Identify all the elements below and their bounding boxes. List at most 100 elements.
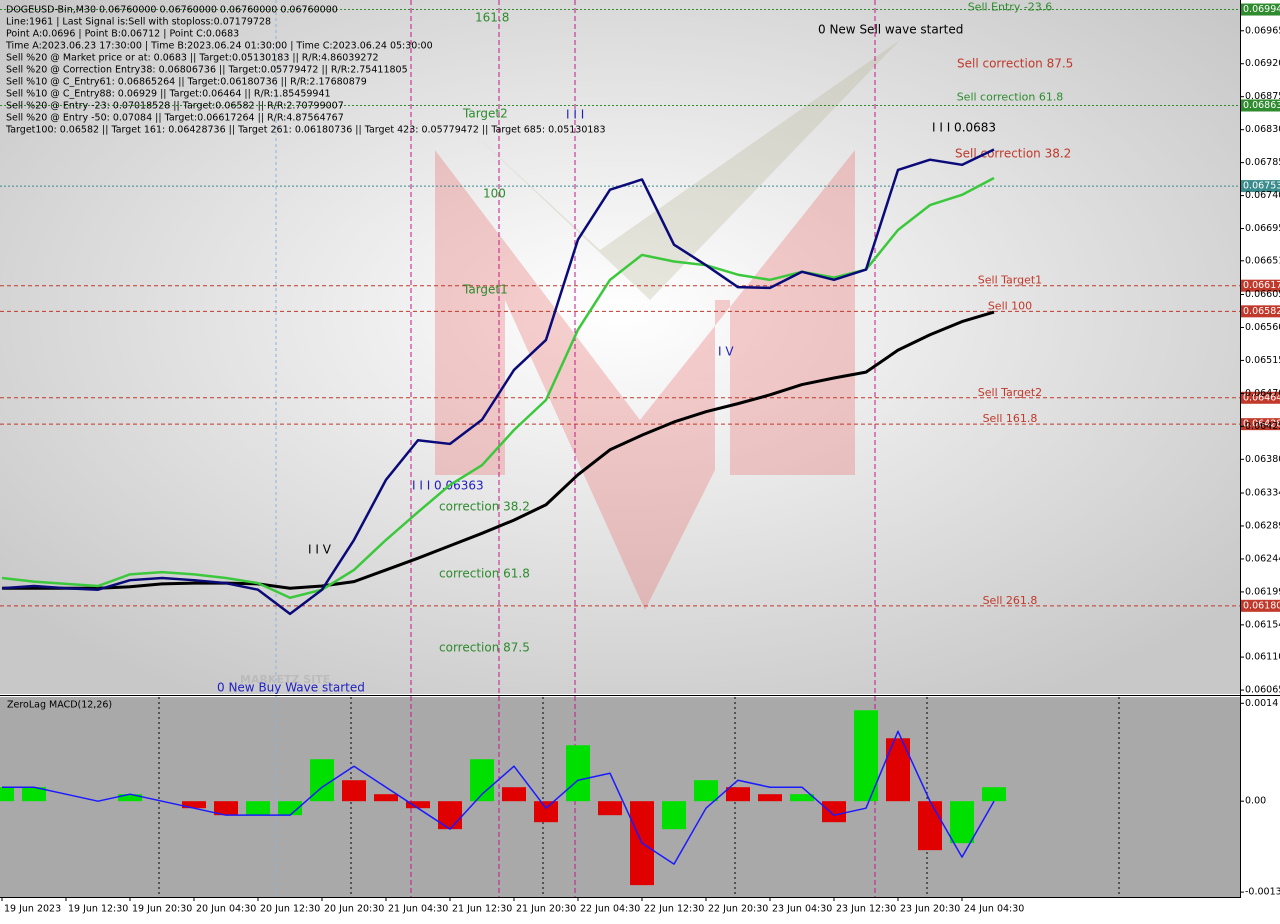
level-box bbox=[1241, 599, 1280, 612]
level-box bbox=[1241, 279, 1280, 292]
x-tick-label: 20 Jun 12:30 bbox=[260, 904, 320, 915]
price-line bbox=[2, 310, 995, 590]
level-value: 0.06464 bbox=[1243, 392, 1280, 403]
x-tick-label: 19 Jun 20:30 bbox=[132, 904, 192, 915]
x-tick-label: 19 Jun 12:30 bbox=[68, 904, 128, 915]
level-name: Sell 100 bbox=[988, 299, 1032, 312]
annotation: 0 New Sell wave started bbox=[818, 23, 963, 37]
y-tick-label: 0.06785 bbox=[1245, 157, 1280, 168]
watermark: MARKETZ SITE bbox=[240, 40, 900, 686]
x-tick-label: 23 Jun 12:30 bbox=[836, 904, 896, 915]
level-value: 0.06180 bbox=[1243, 600, 1280, 611]
info-line: Sell %10 @ C_Entry61: 0.06865264 || Targ… bbox=[6, 77, 367, 88]
info-block: DOGEUSD-Bin,M30 0.06760000 0.06760000 0.… bbox=[5, 5, 606, 136]
macd-bar bbox=[950, 801, 974, 844]
annotation: correction 38.2 bbox=[439, 500, 530, 514]
levels: 0.06994 Sell Entry -23.6 0.06863 Sell corre… bbox=[0, 1, 1280, 612]
annotation: I I V bbox=[308, 543, 332, 557]
level-value: 0.06994 bbox=[1243, 4, 1280, 15]
macd-bar bbox=[118, 794, 142, 802]
macd-panel bbox=[0, 697, 1240, 897]
macd-bar bbox=[982, 787, 1006, 802]
info-line: Sell %20 @ Correction Entry38: 0.0680673… bbox=[6, 65, 408, 76]
y-tick-label: 0.06651 bbox=[1245, 255, 1280, 266]
info-line: Time A:2023.06.23 17:30:00 | Time B:2023… bbox=[5, 41, 433, 52]
level-box bbox=[1241, 418, 1280, 431]
annotation: I I I bbox=[566, 108, 584, 122]
level-name: Sell correction 61.8 bbox=[957, 90, 1064, 103]
annotation: I I I 0.0683 bbox=[932, 121, 996, 135]
svg-text:MARKETZ SITE: MARKETZ SITE bbox=[240, 673, 330, 686]
macd-bar bbox=[662, 801, 686, 830]
level-name: Sell 161.8 bbox=[983, 412, 1038, 425]
y-tick-label: 0.06875 bbox=[1245, 91, 1280, 102]
level-value: 0.06617 bbox=[1243, 280, 1280, 291]
macd-bar bbox=[598, 801, 622, 816]
y-tick-label: 0.00 bbox=[1245, 796, 1266, 807]
macd-bar bbox=[438, 801, 462, 830]
level-box bbox=[1241, 180, 1280, 193]
annotation: 161.8 bbox=[475, 11, 509, 25]
price-axis bbox=[1240, 0, 1280, 920]
y-tick-label: 0.06199 bbox=[1245, 586, 1280, 597]
info-line: Sell %20 @ Entry -50: 0.07084 || Target:… bbox=[6, 113, 344, 124]
level-box bbox=[1241, 99, 1280, 112]
macd-bar bbox=[534, 801, 558, 823]
macd-bar bbox=[0, 787, 14, 802]
macd-bar bbox=[214, 801, 238, 816]
macd-bar bbox=[182, 801, 206, 809]
x-tick-label: 22 Jun 12:30 bbox=[644, 904, 704, 915]
macd-bar bbox=[566, 745, 590, 802]
y-tick-label: 0.06289 bbox=[1245, 520, 1280, 531]
level-name: Sell Target1 bbox=[978, 274, 1042, 287]
level-name: Sell 261.8 bbox=[983, 594, 1038, 607]
macd-bar bbox=[246, 801, 270, 816]
x-tick-label: 24 Jun 04:30 bbox=[964, 904, 1024, 915]
annotation: Target1 bbox=[462, 283, 508, 297]
y-tick-label: 0.06965 bbox=[1245, 25, 1280, 36]
info-line: Sell %20 @ Entry -23: 0.07018528 || Targ… bbox=[6, 101, 344, 112]
macd-title: ZeroLag MACD(12,26) bbox=[7, 700, 112, 711]
y-tick-label: 0.06515 bbox=[1245, 355, 1280, 366]
level-name: Sell Target2 bbox=[978, 386, 1042, 399]
signal-line bbox=[2, 730, 995, 865]
macd-bar bbox=[22, 787, 46, 802]
annotation: Sell correction 87.5 bbox=[957, 57, 1073, 71]
macd-bar bbox=[886, 738, 910, 802]
level-box bbox=[1241, 391, 1280, 404]
annotation: 0 New Buy Wave started bbox=[217, 681, 365, 695]
macd-bar bbox=[342, 780, 366, 802]
macd-bar bbox=[726, 787, 750, 802]
y-tick-label: 0.06695 bbox=[1245, 223, 1280, 234]
x-tick-label: 20 Jun 20:30 bbox=[324, 904, 384, 915]
level-value: 0.06428 bbox=[1243, 419, 1280, 430]
x-tick-label: 23 Jun 20:30 bbox=[900, 904, 960, 915]
x-tick-label: 21 Jun 04:30 bbox=[388, 904, 448, 915]
y-tick-label: 0.0014 bbox=[1245, 698, 1278, 709]
info-line: Target100: 0.06582 || Target 161: 0.0642… bbox=[5, 125, 606, 136]
y-tick-label: 0.06605 bbox=[1245, 289, 1280, 300]
info-line: Line:1961 | Last Signal is:Sell with sto… bbox=[6, 17, 271, 28]
annotation: correction 87.5 bbox=[439, 641, 530, 655]
x-tick-label: 23 Jun 04:30 bbox=[772, 904, 832, 915]
annotation: Sell correction 38.2 bbox=[955, 147, 1071, 161]
annotation: I V bbox=[718, 345, 734, 359]
macd-bar bbox=[918, 801, 942, 851]
macd-bar bbox=[694, 780, 718, 802]
level-value: 0.06753 bbox=[1243, 181, 1280, 192]
main-panel bbox=[0, 0, 1240, 694]
x-tick-label: 20 Jun 04:30 bbox=[196, 904, 256, 915]
price-line bbox=[1, 176, 995, 600]
annotation: Target2 bbox=[462, 107, 508, 121]
x-tick-label: 22 Jun 20:30 bbox=[708, 904, 768, 915]
info-line: Point A:0.0696 | Point B:0.06712 | Point… bbox=[6, 29, 239, 40]
y-tick-label: 0.06244 bbox=[1245, 553, 1280, 564]
x-tick-label: 22 Jun 04:30 bbox=[580, 904, 640, 915]
level-value: 0.06582 bbox=[1243, 306, 1280, 317]
level-name: Sell Entry -23.6 bbox=[968, 1, 1053, 14]
macd-bar bbox=[406, 801, 430, 809]
level-box bbox=[1241, 3, 1280, 16]
